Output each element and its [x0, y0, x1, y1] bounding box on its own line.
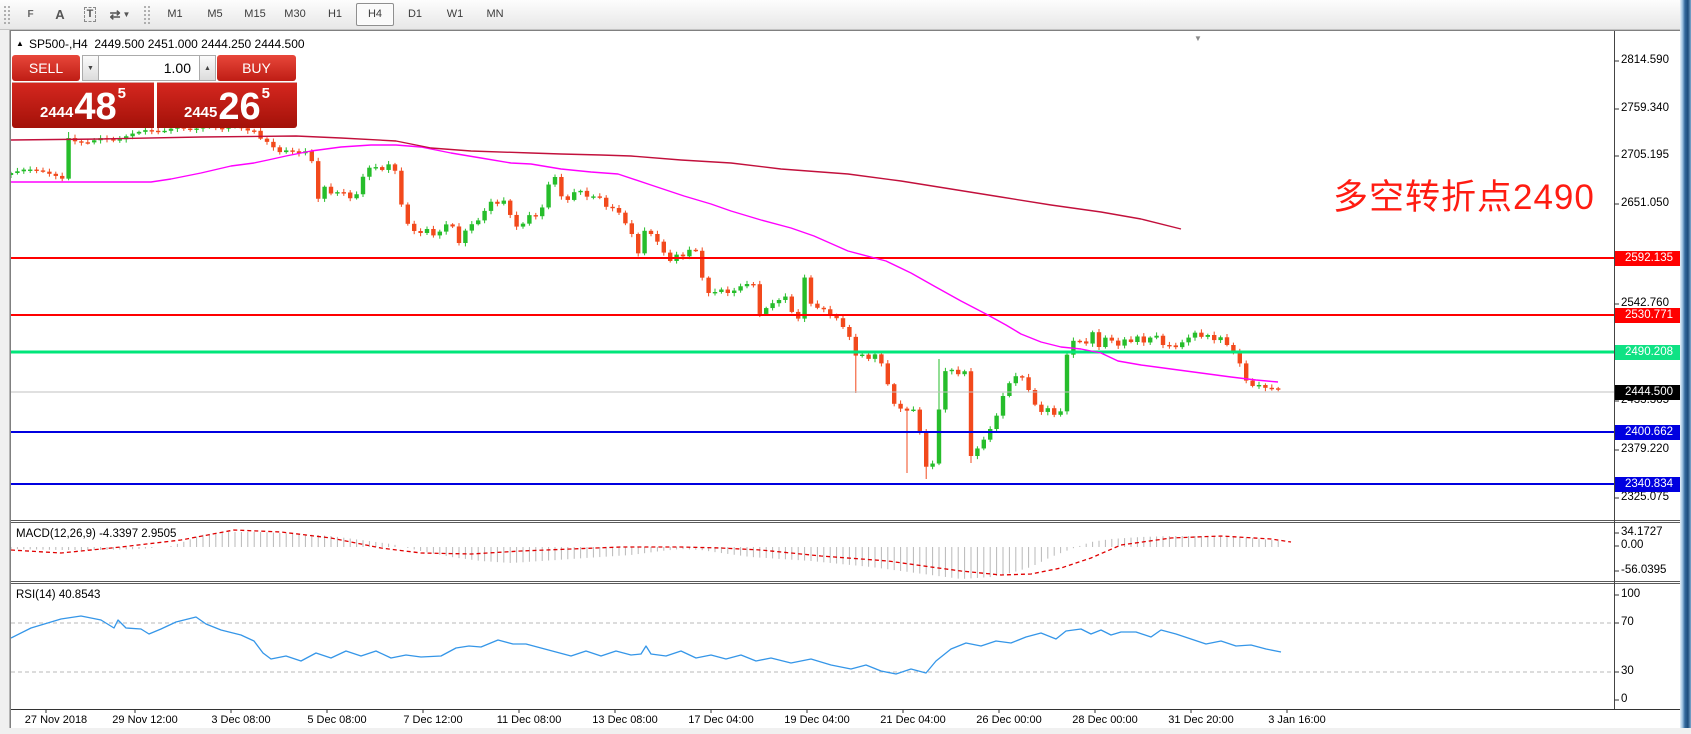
buy-price-big: 26 [218, 86, 261, 128]
sell-button[interactable]: SELL [12, 55, 80, 81]
indicators-grid-icon[interactable]: F [27, 9, 33, 20]
chart-surface[interactable] [11, 31, 1681, 729]
timeframe-bar: M1 M5 M15 M30 H1 H4 D1 W1 MN [155, 3, 515, 26]
pane-frames-layer [11, 31, 1681, 713]
buy-price-main: 2445 [184, 104, 218, 121]
buy-quote-panel[interactable]: 2445 26 5 [157, 82, 297, 128]
subwindow-arrow-icon[interactable]: ▼ [1194, 34, 1202, 43]
rsi-pane-layer [11, 615, 1614, 675]
timeframe-button-m15[interactable]: M15 [244, 8, 266, 20]
symbol-period-label: SP500-,H4 [29, 37, 88, 51]
ma-slow-line [11, 135, 1182, 230]
timeframe-button-m1[interactable]: M1 [167, 8, 183, 20]
sell-quote-panel[interactable]: 2444 48 5 [12, 82, 154, 128]
toolbar-grip-2[interactable] [143, 4, 151, 25]
toolbar-grip[interactable] [3, 4, 11, 25]
buy-price-sup: 5 [261, 85, 270, 102]
sell-price-big: 48 [74, 86, 117, 128]
timeframe-button-d1[interactable]: D1 [407, 8, 423, 20]
window-right-edge [1680, 0, 1691, 734]
text-box-icon[interactable]: T [83, 7, 97, 22]
one-click-trading-panel: SELL ▼ ▲ BUY 2444 48 5 2445 26 5 [12, 55, 297, 128]
dropdown-caret-icon[interactable]: ▼ [122, 10, 131, 19]
timeframe-button-h1[interactable]: H1 [327, 8, 343, 20]
ma-fast-line [11, 144, 1279, 383]
arrange-arrows-glyph: ⇄ [109, 6, 121, 22]
macd-pane-layer [11, 529, 1292, 579]
volume-increase-button[interactable]: ▲ [199, 55, 216, 81]
timeframe-button-m30[interactable]: M30 [284, 8, 306, 20]
timeframe-button-h4[interactable]: H4 [356, 3, 394, 26]
timeframe-button-w1[interactable]: W1 [446, 8, 464, 20]
buy-button[interactable]: BUY [217, 55, 296, 81]
sell-price-sup: 5 [117, 85, 126, 102]
arrange-arrows-icon[interactable]: ⇄ ▼ [107, 3, 133, 27]
sell-price-main: 2444 [40, 104, 74, 121]
candles-layer [11, 122, 1281, 479]
volume-input[interactable] [99, 55, 199, 81]
horizontal-levels-layer [11, 257, 1614, 485]
text-label-icon[interactable]: A [55, 7, 65, 22]
chart-window[interactable]: 2814.590 2759.340 2705.195 2651.050 2542.760… [10, 30, 1683, 730]
symbol-collapse-icon[interactable]: ▲ [16, 39, 24, 48]
timeframe-button-mn[interactable]: MN [486, 8, 504, 20]
chart-annotation-text: 多空转折点2490 [1333, 178, 1595, 217]
window-bottom-edge [0, 728, 1691, 734]
volume-decrease-button[interactable]: ▼ [82, 55, 99, 81]
moving-averages-layer [11, 135, 1279, 383]
timeframe-button-m5[interactable]: M5 [207, 8, 223, 20]
top-toolbar: F A T ⇄ ▼ M1 M5 M15 M30 H1 H4 D1 W1 MN [0, 0, 1691, 30]
rsi-line [11, 615, 1282, 675]
chart-title: SP500-,H4 2449.500 2451.000 2444.250 244… [29, 37, 305, 51]
window-left-edge [0, 30, 10, 734]
ohlc-values: 2449.500 2451.000 2444.250 2444.500 [94, 37, 305, 51]
